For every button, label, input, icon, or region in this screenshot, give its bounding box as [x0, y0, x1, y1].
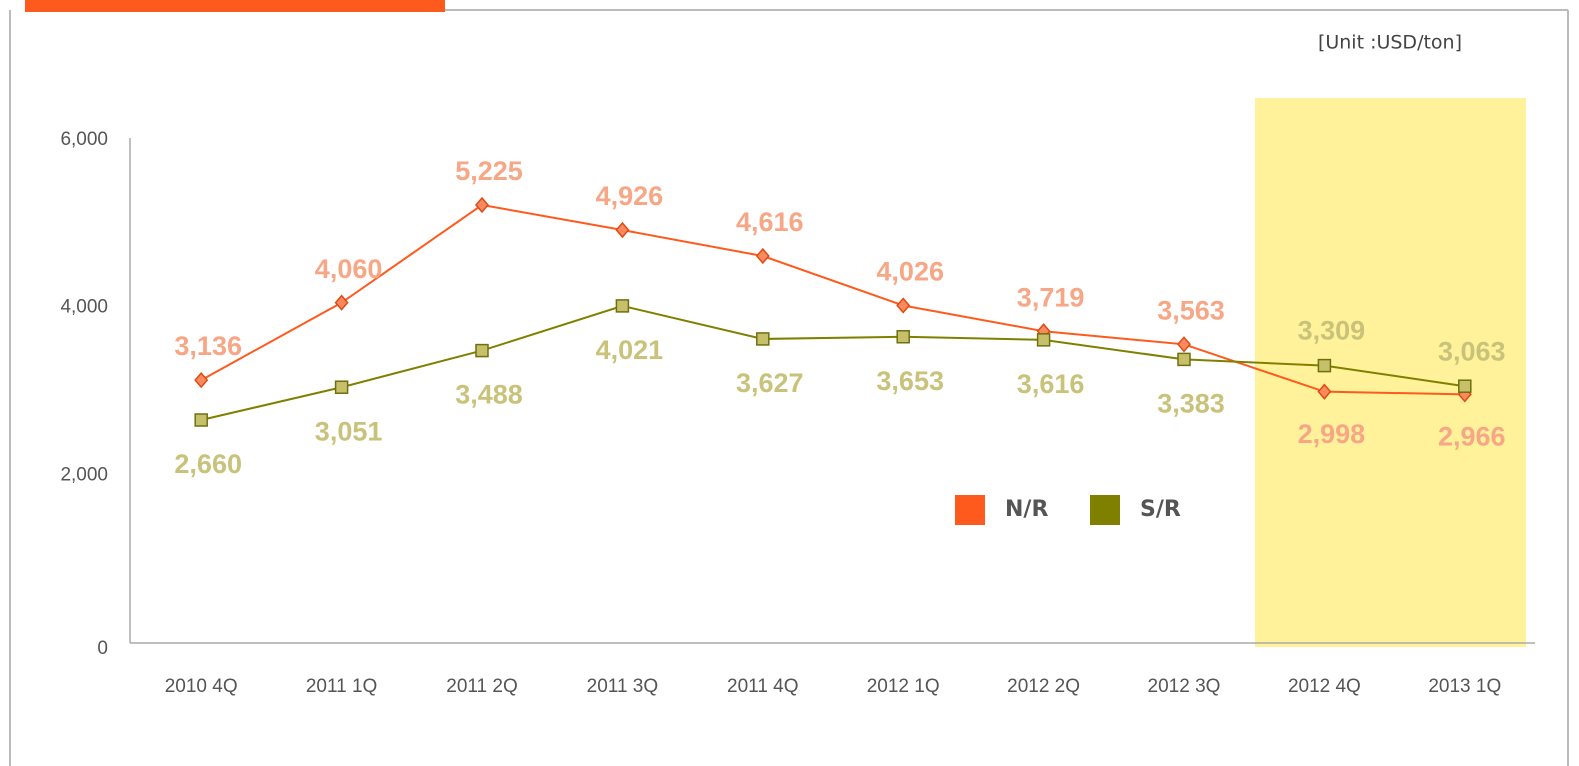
legend-label: S/R: [1140, 497, 1181, 522]
marker: [615, 299, 630, 313]
marker: [475, 343, 489, 358]
data-label: 5,225: [455, 156, 523, 186]
data-label: 4,060: [315, 254, 383, 284]
data-label: 3,653: [876, 366, 944, 396]
data-label: 3,051: [315, 416, 383, 446]
x-tick-label: 2012 4Q: [1288, 676, 1361, 697]
header-tab: [25, 0, 445, 12]
y-tick-label: 0: [97, 638, 108, 659]
data-label: 3,383: [1157, 389, 1225, 419]
marker: [1036, 333, 1051, 347]
x-tick-label: 2010 4Q: [165, 676, 238, 697]
data-label: 2,660: [174, 449, 242, 479]
marker: [194, 413, 208, 427]
marker: [334, 294, 349, 311]
highlight-region: [1255, 98, 1526, 647]
x-tick-label: 2013 1Q: [1428, 676, 1501, 697]
marker: [615, 221, 630, 239]
marker: [756, 332, 770, 346]
marker: [1458, 379, 1472, 393]
data-label: 2,966: [1438, 421, 1506, 451]
data-label: 3,488: [455, 380, 523, 410]
marker: [1177, 352, 1191, 367]
x-tick-label: 2011 1Q: [306, 676, 377, 697]
data-label: 3,616: [1017, 369, 1085, 399]
x-tick-label: 2011 3Q: [587, 676, 658, 697]
marker: [1317, 383, 1332, 400]
x-tick-label: 2012 2Q: [1007, 676, 1080, 697]
data-label: 4,026: [876, 257, 944, 287]
x-tick-label: 2012 1Q: [867, 676, 940, 697]
x-tick-label: 2012 3Q: [1148, 676, 1221, 697]
marker: [1177, 336, 1191, 353]
marker: [896, 297, 911, 314]
series-line: [200, 203, 1465, 396]
legend-swatch: [955, 495, 985, 525]
legend-label: N/R: [1005, 497, 1048, 522]
legend-swatch: [1090, 495, 1120, 525]
data-label: 3,136: [174, 331, 242, 361]
y-tick-label: 2,000: [60, 464, 108, 485]
y-tick-label: 4,000: [60, 297, 108, 318]
marker: [755, 247, 770, 265]
data-label: 4,616: [736, 207, 804, 237]
data-label: 3,563: [1157, 295, 1225, 325]
marker: [194, 371, 209, 389]
marker: [475, 196, 489, 214]
marker: [1317, 358, 1332, 373]
data-label: 2,998: [1298, 419, 1366, 449]
data-label: 3,063: [1438, 336, 1506, 366]
data-label: 3,627: [736, 368, 804, 398]
data-label: 3,719: [1017, 282, 1085, 312]
data-label: 4,926: [596, 181, 664, 211]
marker: [896, 330, 910, 344]
data-label: 3,309: [1298, 316, 1366, 346]
data-label: 4,021: [596, 335, 664, 365]
unit-note: [Unit :USD/ton]: [1318, 32, 1462, 54]
x-tick-label: 2011 4Q: [727, 676, 798, 697]
marker: [334, 380, 349, 394]
series-line: [200, 304, 1465, 421]
x-tick-label: 2011 2Q: [446, 676, 517, 697]
y-tick-label: 6,000: [60, 129, 108, 150]
